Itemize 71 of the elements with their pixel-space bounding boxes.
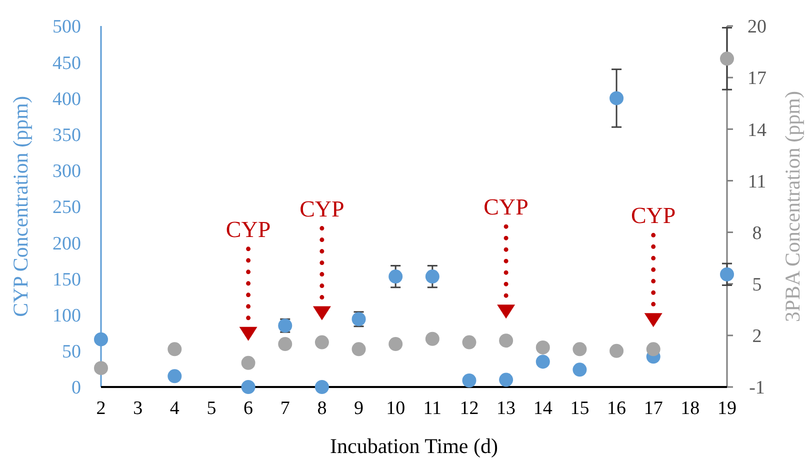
point — [425, 332, 440, 346]
x-tick-label: 17 — [644, 398, 663, 419]
y2-tick-label: 17 — [748, 68, 766, 90]
y-tick-label: 450 — [52, 52, 81, 74]
point — [462, 374, 476, 388]
y2-tick-label: -1 — [749, 378, 765, 399]
y-tick-label: 150 — [52, 269, 81, 290]
y2-tick-label: 14 — [748, 120, 767, 141]
point — [241, 380, 256, 394]
x-tick-label: 13 — [496, 398, 516, 419]
point — [168, 342, 182, 356]
x-tick-label: 14 — [533, 398, 553, 419]
y-tick-label: 400 — [52, 88, 81, 110]
point — [388, 337, 403, 352]
y2-tick-label: 2 — [752, 326, 762, 348]
x-tick-label: 3 — [133, 398, 143, 419]
x-tick-label: 10 — [386, 398, 406, 419]
y-tick-label: 0 — [72, 378, 81, 399]
point — [462, 335, 476, 350]
x-tick-label: 18 — [680, 398, 700, 419]
point — [168, 369, 182, 384]
y-tick-label: 350 — [52, 124, 81, 146]
y2-tick-label: 11 — [748, 171, 766, 192]
x-tick-label: 19 — [718, 398, 736, 419]
point — [94, 361, 108, 376]
x-tick-label: 12 — [460, 398, 479, 419]
y-tick-label: 300 — [52, 161, 81, 182]
y-tick-label: 100 — [52, 305, 81, 326]
point — [646, 342, 660, 356]
y2-tick-label: 8 — [752, 222, 762, 244]
y2-axis-title: 3PBA Concentration (ppm) — [780, 91, 804, 322]
point — [499, 372, 514, 387]
x-tick-label: 16 — [607, 398, 626, 419]
annotation: CYP — [484, 194, 528, 220]
x-tick-label: 5 — [206, 398, 216, 419]
x-tick-label: 11 — [423, 398, 442, 419]
point — [610, 344, 624, 358]
point — [536, 340, 550, 354]
x-tick-label: 6 — [244, 398, 254, 419]
point — [314, 380, 329, 394]
y-tick-label: 50 — [62, 342, 81, 363]
annotation: CYP — [226, 216, 271, 242]
x-tick-label: 4 — [170, 398, 180, 419]
annotation: CYP — [300, 196, 344, 222]
y-axis-title: CYP Concentration (ppm) — [8, 96, 32, 317]
x-tick-label: 7 — [280, 398, 290, 419]
x-tick-label: 15 — [570, 398, 590, 419]
x-tick-label: 8 — [317, 398, 327, 419]
point — [425, 270, 440, 284]
point — [610, 91, 624, 106]
y-tick-label: 250 — [52, 197, 81, 218]
point — [572, 342, 587, 356]
y2-tick-label: 5 — [752, 274, 762, 296]
y2-tick-label: 20 — [748, 16, 766, 38]
annotation: CYP — [630, 203, 676, 228]
point — [499, 334, 514, 348]
point — [94, 332, 108, 346]
point — [720, 52, 734, 66]
point — [352, 342, 366, 356]
y-tick-label: 500 — [52, 16, 81, 38]
point — [388, 270, 403, 284]
point — [536, 354, 550, 369]
point — [720, 267, 734, 282]
y-tick-label: 200 — [52, 233, 81, 254]
point — [572, 362, 587, 377]
x-axis-title: Incubation Time (d) — [330, 434, 498, 458]
point — [241, 356, 256, 370]
x-tick-label: 2 — [96, 398, 106, 419]
point — [278, 337, 292, 352]
point — [314, 335, 329, 350]
x-tick-label: 9 — [354, 398, 364, 419]
